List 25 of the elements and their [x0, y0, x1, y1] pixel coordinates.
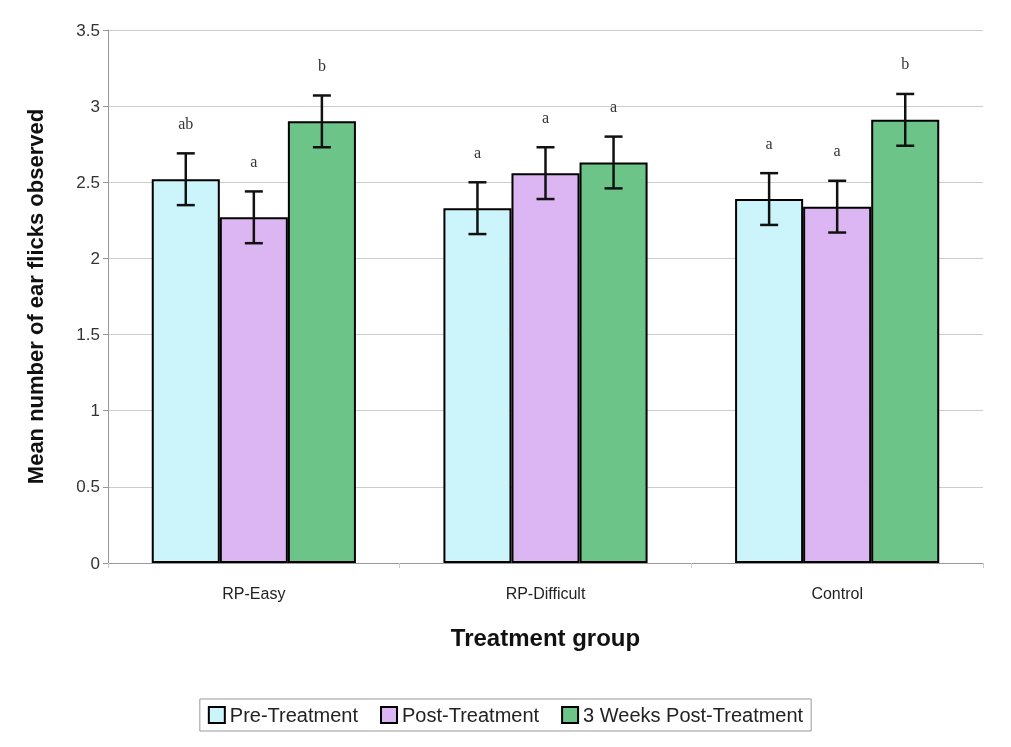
y-tick-label: 3	[90, 96, 100, 116]
y-tick-label: 1.5	[76, 325, 100, 345]
legend-label: 3 Weeks Post-Treatment	[583, 704, 804, 726]
data-label: a	[833, 142, 841, 160]
data-label: a	[541, 108, 550, 126]
legend-label: Pre-Treatment	[229, 704, 359, 726]
y-tick-label: 2.5	[76, 172, 100, 192]
y-tick-label: 0	[90, 553, 100, 573]
y-tick-label: 3.5	[76, 20, 100, 40]
legend-label: Post-Treatment	[402, 704, 540, 726]
data-label: ab	[178, 114, 194, 132]
data-label: a	[473, 143, 481, 161]
y-tick-label: 2	[90, 248, 100, 268]
data-label: a	[765, 134, 773, 152]
y-tick-label: 0.5	[76, 477, 100, 497]
y-tick-label: 1	[90, 401, 100, 421]
x-axis-title: Treatment group	[450, 623, 641, 651]
data-label: b	[317, 56, 326, 74]
data-label: b	[901, 55, 910, 73]
x-tick-label: Control	[811, 584, 863, 602]
data-label: a	[250, 152, 258, 170]
data-label: a	[610, 98, 618, 116]
y-axis-title: Mean number of ear flicks observed	[22, 108, 48, 485]
x-tick-label: RP-Difficult	[505, 584, 586, 602]
x-tick-label: RP-Easy	[222, 584, 286, 602]
